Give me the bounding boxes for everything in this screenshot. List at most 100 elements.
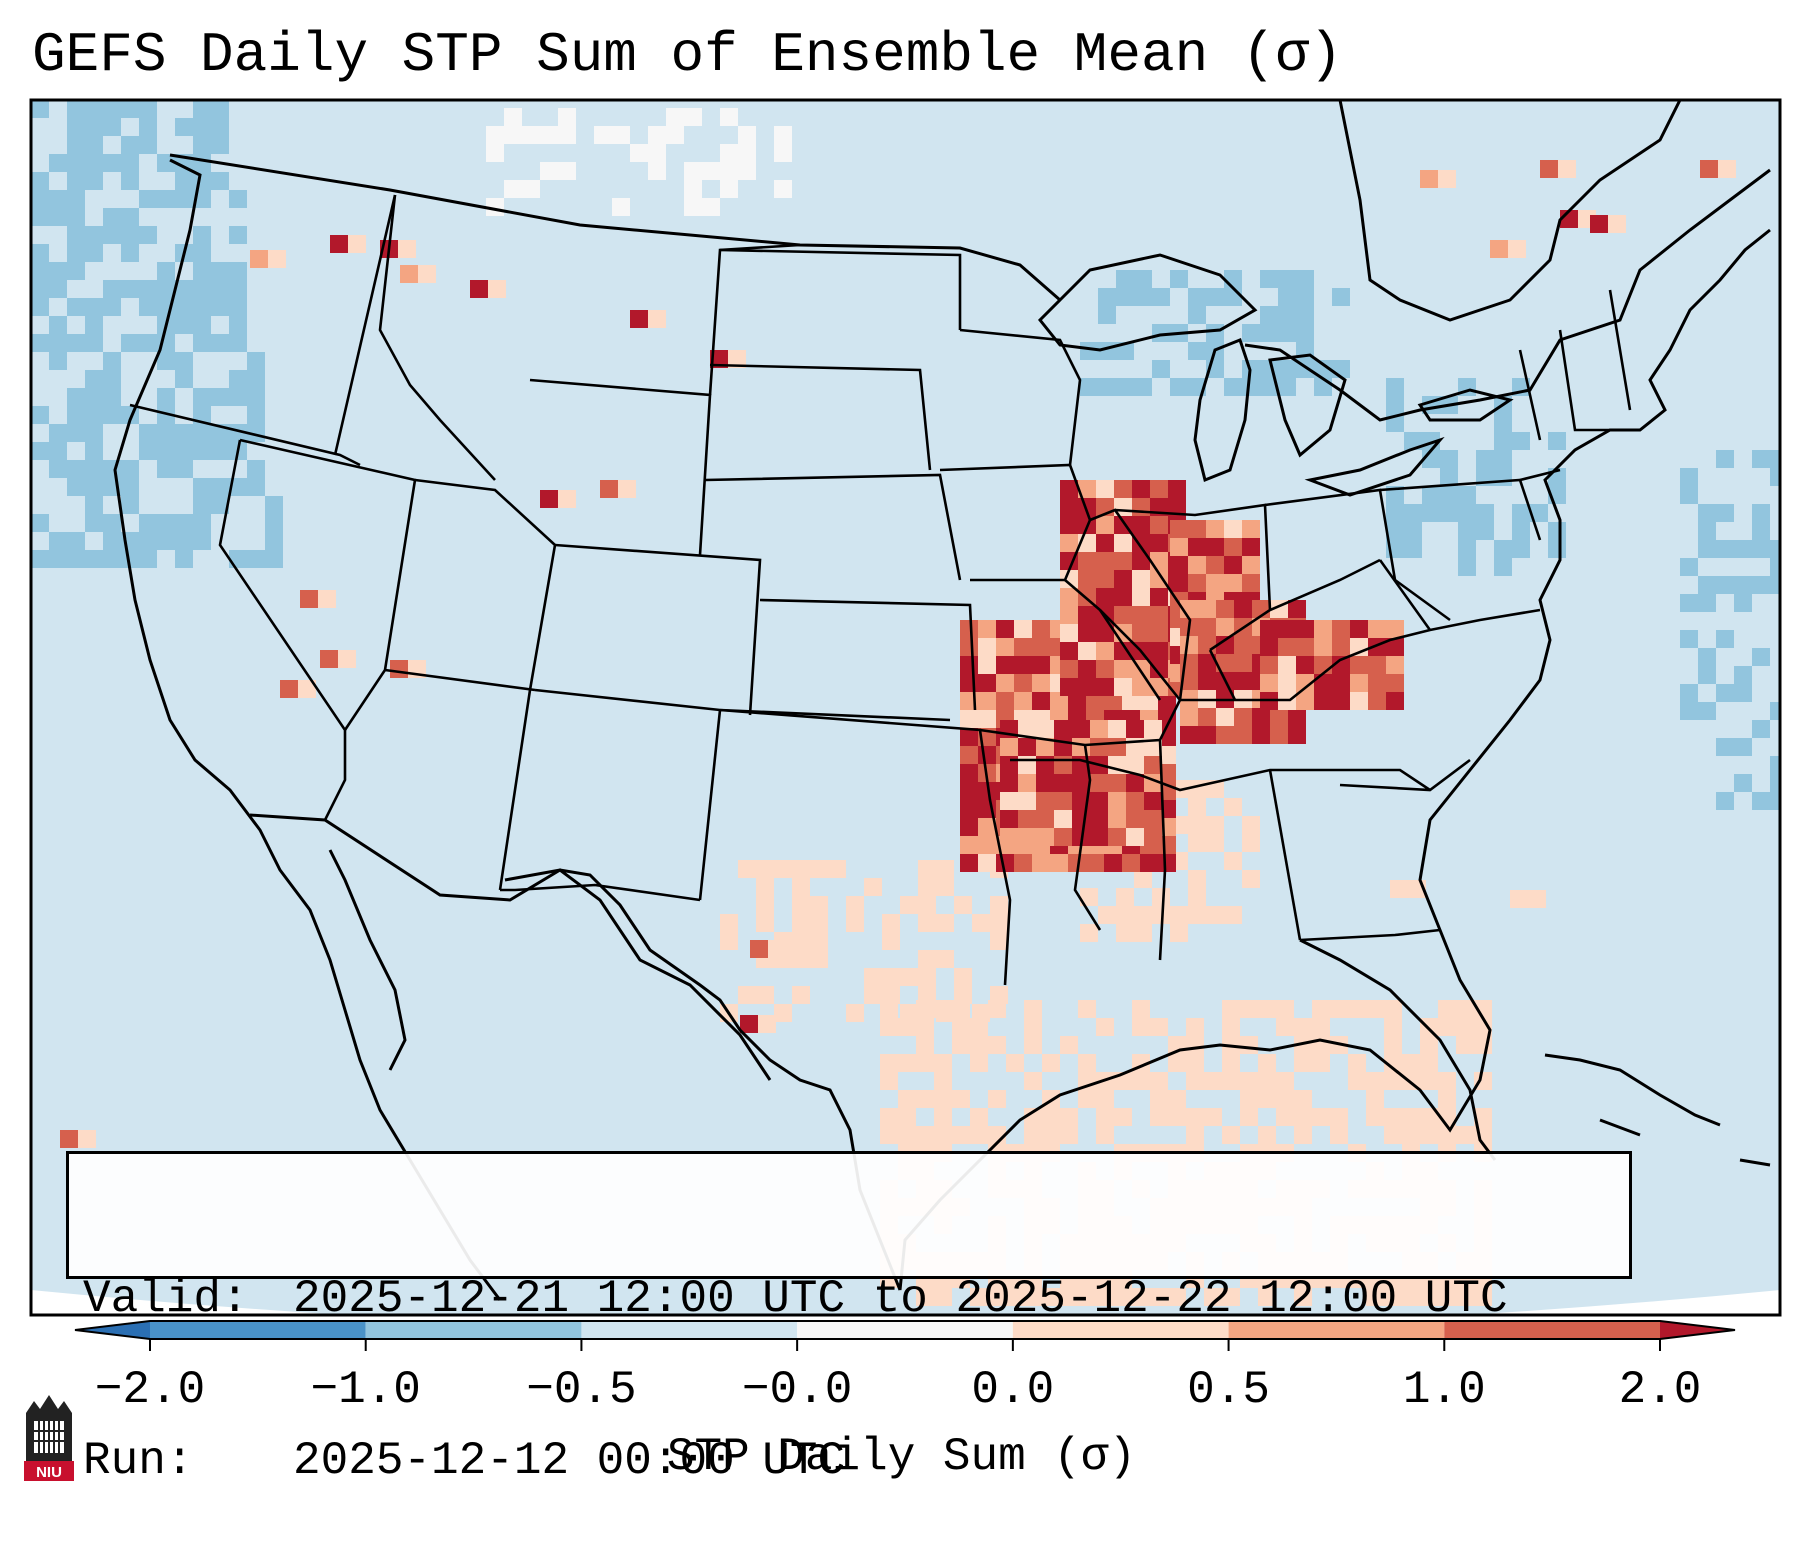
field-cell xyxy=(1270,708,1288,726)
field-cell xyxy=(49,154,67,172)
field-cell xyxy=(1680,702,1698,720)
field-cell xyxy=(1716,630,1734,648)
field-cell xyxy=(1234,636,1252,654)
field-cell xyxy=(1296,692,1314,710)
field-cell xyxy=(211,298,229,316)
field-cell xyxy=(211,136,229,154)
field-cell xyxy=(846,914,864,932)
field-cell xyxy=(1386,638,1404,656)
field-cell xyxy=(1126,828,1144,846)
field-cell xyxy=(250,250,268,268)
field-cell xyxy=(31,406,49,424)
field-cell xyxy=(67,172,85,190)
field-cell xyxy=(103,208,121,226)
field-cell xyxy=(1024,1000,1042,1018)
field-cell xyxy=(1204,1072,1222,1090)
field-cell xyxy=(1288,600,1306,618)
field-cell xyxy=(193,262,211,280)
field-cell xyxy=(1018,774,1036,792)
field-cell xyxy=(990,914,1008,932)
field-cell xyxy=(175,298,193,316)
field-cell xyxy=(1114,678,1132,696)
field-cell xyxy=(175,352,193,370)
field-cell xyxy=(1132,588,1150,606)
field-cell xyxy=(1752,504,1770,522)
field-cell xyxy=(648,162,666,180)
field-cell xyxy=(1508,240,1526,258)
field-cell xyxy=(1314,378,1332,396)
field-cell xyxy=(211,442,229,460)
field-cell xyxy=(1770,576,1780,594)
field-cell xyxy=(320,650,338,668)
field-cell xyxy=(558,490,576,508)
field-cell xyxy=(1258,1288,1276,1306)
field-cell xyxy=(121,460,139,478)
field-cell xyxy=(684,162,702,180)
field-cell xyxy=(1032,656,1050,674)
field-cell xyxy=(193,496,211,514)
field-cell xyxy=(1332,656,1350,674)
field-cell xyxy=(211,118,229,136)
field-cell xyxy=(398,240,416,258)
field-cell xyxy=(720,914,738,932)
field-cell xyxy=(1312,1108,1330,1126)
field-cell xyxy=(1258,1000,1276,1018)
field-cell xyxy=(1386,656,1404,674)
field-cell xyxy=(1122,692,1140,710)
field-cell xyxy=(85,370,103,388)
field-cell xyxy=(738,144,756,162)
field-cell xyxy=(1216,618,1234,636)
field-cell xyxy=(1350,674,1368,692)
field-cell xyxy=(1180,726,1198,744)
field-cell xyxy=(247,388,265,406)
field-cell xyxy=(1402,1108,1420,1126)
field-cell xyxy=(1096,570,1114,588)
field-cell xyxy=(1296,638,1314,656)
field-cell xyxy=(67,244,85,262)
field-cell xyxy=(1494,432,1512,450)
field-cell xyxy=(1260,324,1278,342)
field-cell xyxy=(1474,1288,1492,1306)
field-cell xyxy=(1680,630,1698,648)
field-cell xyxy=(898,1126,916,1144)
field-cell xyxy=(85,406,103,424)
field-cell xyxy=(1440,486,1458,504)
field-cell xyxy=(1512,522,1530,540)
field-cell xyxy=(1152,360,1170,378)
field-cell xyxy=(298,680,316,698)
field-cell xyxy=(49,352,67,370)
field-cell xyxy=(1116,924,1134,942)
field-cell xyxy=(846,1004,864,1022)
field-cell xyxy=(1150,1090,1168,1108)
field-cell xyxy=(486,144,504,162)
field-cell xyxy=(960,818,978,836)
field-cell xyxy=(1258,1090,1276,1108)
field-cell xyxy=(1680,684,1698,702)
field-cell xyxy=(31,298,49,316)
field-cell xyxy=(684,198,702,216)
field-cell xyxy=(1260,656,1278,674)
field-cell xyxy=(1000,774,1018,792)
field-cell xyxy=(1680,468,1698,486)
field-cell xyxy=(1366,1288,1384,1306)
field-cell xyxy=(211,496,229,514)
field-cell xyxy=(1134,378,1152,396)
field-cell xyxy=(882,914,900,932)
northern-coast xyxy=(1338,100,1682,322)
field-cell xyxy=(1314,620,1332,638)
field-cell xyxy=(400,265,418,283)
field-cell xyxy=(67,406,85,424)
field-cell xyxy=(952,1090,970,1108)
field-cell xyxy=(630,144,648,162)
field-cell xyxy=(756,860,774,878)
field-cell xyxy=(1458,540,1476,558)
field-cell xyxy=(121,334,139,352)
field-cell xyxy=(1234,654,1252,672)
field-cell xyxy=(1206,556,1224,574)
field-cell xyxy=(211,388,229,406)
field-cell xyxy=(1170,538,1188,556)
field-cell xyxy=(193,334,211,352)
colorbar-bin xyxy=(1228,1321,1445,1339)
field-cell xyxy=(1458,558,1476,576)
field-cell xyxy=(1240,1036,1258,1054)
